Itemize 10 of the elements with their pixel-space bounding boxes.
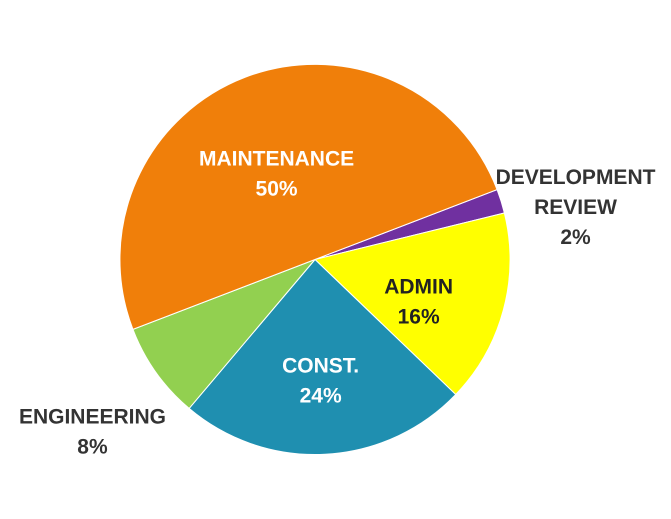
data-label: 16% xyxy=(398,305,440,328)
slice-label: ENGINEERING xyxy=(18,406,166,429)
slice-label: MAINTENANCE xyxy=(198,147,354,170)
data-label: 2% xyxy=(560,226,592,249)
slice-label: DEVELOPMENT REVIEW xyxy=(496,166,656,219)
data-label: 50% xyxy=(256,177,298,200)
slice-label: CONST. xyxy=(282,354,360,378)
data-label: 8% xyxy=(77,436,108,459)
slice-label: ADMIN xyxy=(384,275,454,298)
data-label: 24% xyxy=(300,384,342,408)
